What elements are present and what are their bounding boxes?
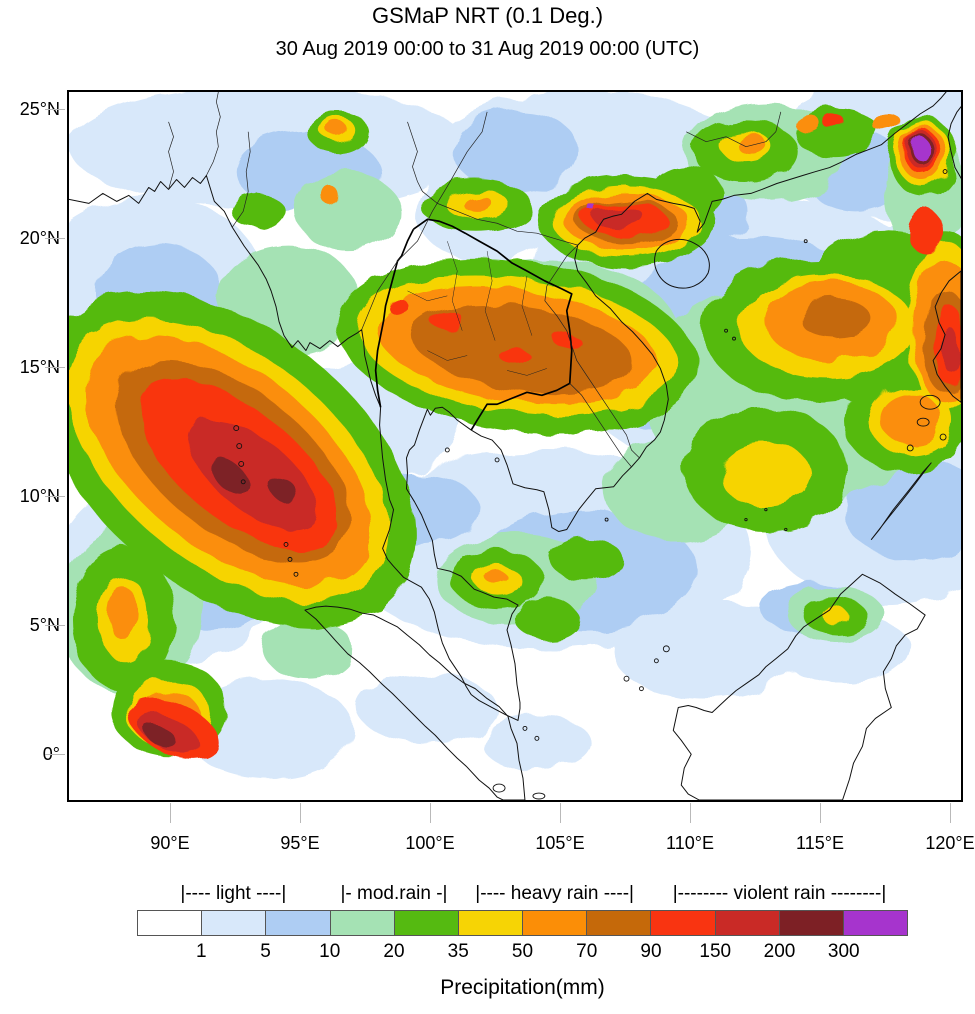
lon-tick-mark	[300, 803, 301, 823]
colorbar-cell	[457, 911, 523, 935]
colorbar-cell	[778, 911, 843, 935]
figure-title: GSMaP NRT (0.1 Deg.)	[371, 3, 604, 28]
lat-tick-label: 5°N	[29, 615, 60, 635]
coastlines	[69, 92, 961, 800]
lon-tick-label: 120°E	[925, 833, 975, 853]
colorbar-axis-label: Precipitation(mm)	[440, 976, 605, 999]
colorbar	[137, 910, 908, 936]
colorbar-category-labels: |---- light ----| |- mod.rain -| |---- hea…	[137, 883, 908, 907]
map-canvas	[69, 92, 961, 800]
precipitation-field	[69, 92, 961, 779]
colorbar-cell	[842, 911, 908, 935]
colorbar-cell	[138, 911, 202, 935]
lon-tick-mark	[950, 803, 951, 823]
colorbar-tick-label: 50	[511, 941, 534, 962]
lon-tick-mark	[820, 803, 821, 823]
lat-tick-mark	[45, 238, 65, 239]
colorbar-tick-label: 200	[763, 941, 796, 962]
colorbar-tick-label: 90	[640, 941, 662, 962]
lat-tick-label: 20°N	[19, 228, 60, 248]
rain-class-label: |-------- violent rain --------|	[672, 883, 887, 904]
lat-tick-label: 25°N	[19, 99, 60, 119]
lon-tick-mark	[170, 803, 171, 823]
lon-tick-mark	[430, 803, 431, 823]
figure-subtitle: 30 Aug 2019 00:00 to 31 Aug 2019 00:00 (…	[275, 38, 700, 60]
lon-tick-label: 95°E	[280, 833, 320, 853]
colorbar-tick-label: 150	[699, 941, 732, 962]
precipitation-map	[67, 90, 963, 802]
colorbar-tick-label: 1	[195, 941, 207, 962]
rain-class-label: |---- light ----|	[180, 883, 287, 904]
colorbar-tick-label: 5	[260, 941, 271, 962]
country-borders	[168, 92, 782, 468]
lat-tick-mark	[45, 754, 65, 755]
lat-tick-label: 10°N	[19, 486, 60, 506]
colorbar-cell	[393, 911, 458, 935]
lon-tick-label: 105°E	[535, 833, 585, 853]
colorbar-cell	[329, 911, 394, 935]
lat-tick-mark	[45, 496, 65, 497]
colorbar-tick-label: 300	[827, 941, 860, 962]
lat-tick-mark	[45, 625, 65, 626]
colorbar-cell	[265, 911, 330, 935]
lon-tick-mark	[690, 803, 691, 823]
lon-tick-label: 110°E	[666, 833, 714, 853]
colorbar-cell	[522, 911, 587, 935]
colorbar-tick-label: 20	[383, 941, 405, 962]
colorbar-tick-label: 70	[576, 941, 598, 962]
rain-class-label: |- mod.rain -|	[340, 883, 448, 904]
rain-class-label: |---- heavy rain ----|	[475, 883, 634, 904]
colorbar-cell	[201, 911, 266, 935]
lon-tick-mark	[560, 803, 561, 823]
colorbar-cell	[650, 911, 715, 935]
colorbar-tick-label: 10	[319, 941, 341, 962]
colorbar-cell	[586, 911, 651, 935]
colorbar-tick-label: 35	[447, 941, 469, 962]
lon-tick-label: 100°E	[405, 833, 455, 853]
lat-tick-mark	[45, 109, 65, 110]
colorbar-cell	[714, 911, 779, 935]
lat-tick-label: 15°N	[19, 357, 60, 377]
lat-tick-mark	[45, 367, 65, 368]
lon-tick-label: 115°E	[796, 833, 844, 853]
colorbar-tick-labels: 1 5 10 20 35 50 70 90 150 200 300	[137, 941, 908, 963]
lon-tick-label: 90°E	[150, 833, 190, 853]
